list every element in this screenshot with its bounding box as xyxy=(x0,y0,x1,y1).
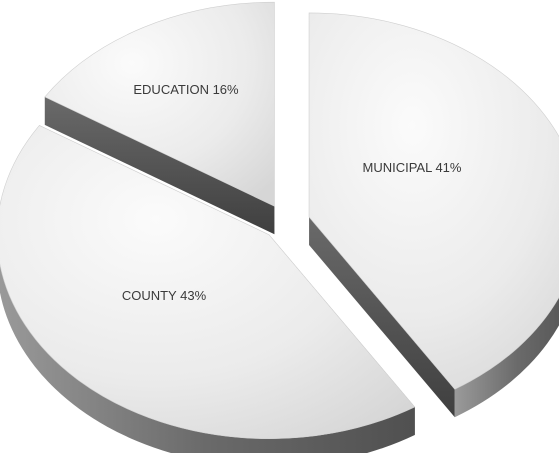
pie-label-education: EDUCATION 16% xyxy=(133,82,239,97)
pie-slice-side xyxy=(0,264,415,453)
pie-slice-municipal xyxy=(308,12,559,418)
pie-slice-wall xyxy=(44,96,275,235)
pie-labels: MUNICIPAL 41% COUNTY 43% EDUCATION 16% xyxy=(122,82,462,303)
pie-slice-wall xyxy=(309,216,455,418)
pie-slice-county xyxy=(0,125,416,453)
pie-slice-top xyxy=(0,125,416,440)
pie-slice-top xyxy=(44,1,275,207)
pie-label-municipal: MUNICIPAL 41% xyxy=(363,160,462,175)
pie-slice-top xyxy=(308,12,559,390)
pie-slice-education xyxy=(44,1,275,235)
pie-label-county: COUNTY 43% xyxy=(122,288,207,303)
